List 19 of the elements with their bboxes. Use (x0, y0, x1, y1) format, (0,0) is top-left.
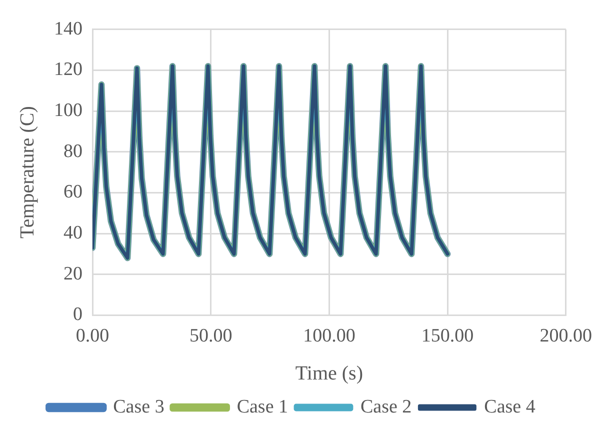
y-axis-title: Temperature (C) (16, 106, 38, 239)
x-tick-label: 0.00 (76, 326, 110, 347)
x-tick-label: 50.00 (189, 326, 232, 347)
x-tick-label: 100.00 (303, 326, 356, 347)
y-tick-label: 120 (54, 59, 82, 80)
x-tick-label: 200.00 (540, 326, 592, 347)
legend-label: Case 3 (113, 396, 164, 418)
y-tick-label: 100 (54, 100, 82, 122)
legend-label: Case 2 (360, 396, 412, 418)
x-axis-title: Time (s) (295, 362, 363, 384)
y-tick-label: 140 (54, 18, 82, 40)
y-tick-label: 60 (64, 182, 82, 203)
legend-label: Case 1 (236, 396, 288, 418)
y-tick-label: 20 (64, 263, 82, 284)
y-tick-label: 0 (73, 304, 82, 326)
y-tick-label: 40 (64, 222, 82, 244)
y-tick-label: 80 (64, 140, 82, 162)
legend-label: Case 4 (484, 396, 536, 418)
x-tick-label: 150.00 (421, 326, 474, 347)
